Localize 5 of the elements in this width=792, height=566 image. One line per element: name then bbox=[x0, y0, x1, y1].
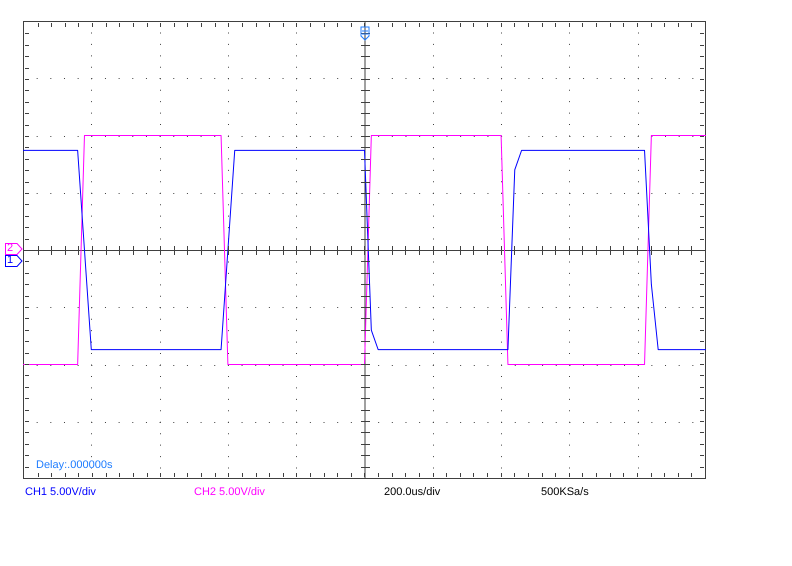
text: 200.0us/div bbox=[384, 486, 440, 498]
text: 500KSa/s bbox=[541, 486, 589, 498]
text: CH1 5.00V/div bbox=[25, 486, 96, 498]
text: CH2 5.00V/div bbox=[194, 486, 265, 498]
text: Delay:.000000s bbox=[36, 459, 112, 471]
